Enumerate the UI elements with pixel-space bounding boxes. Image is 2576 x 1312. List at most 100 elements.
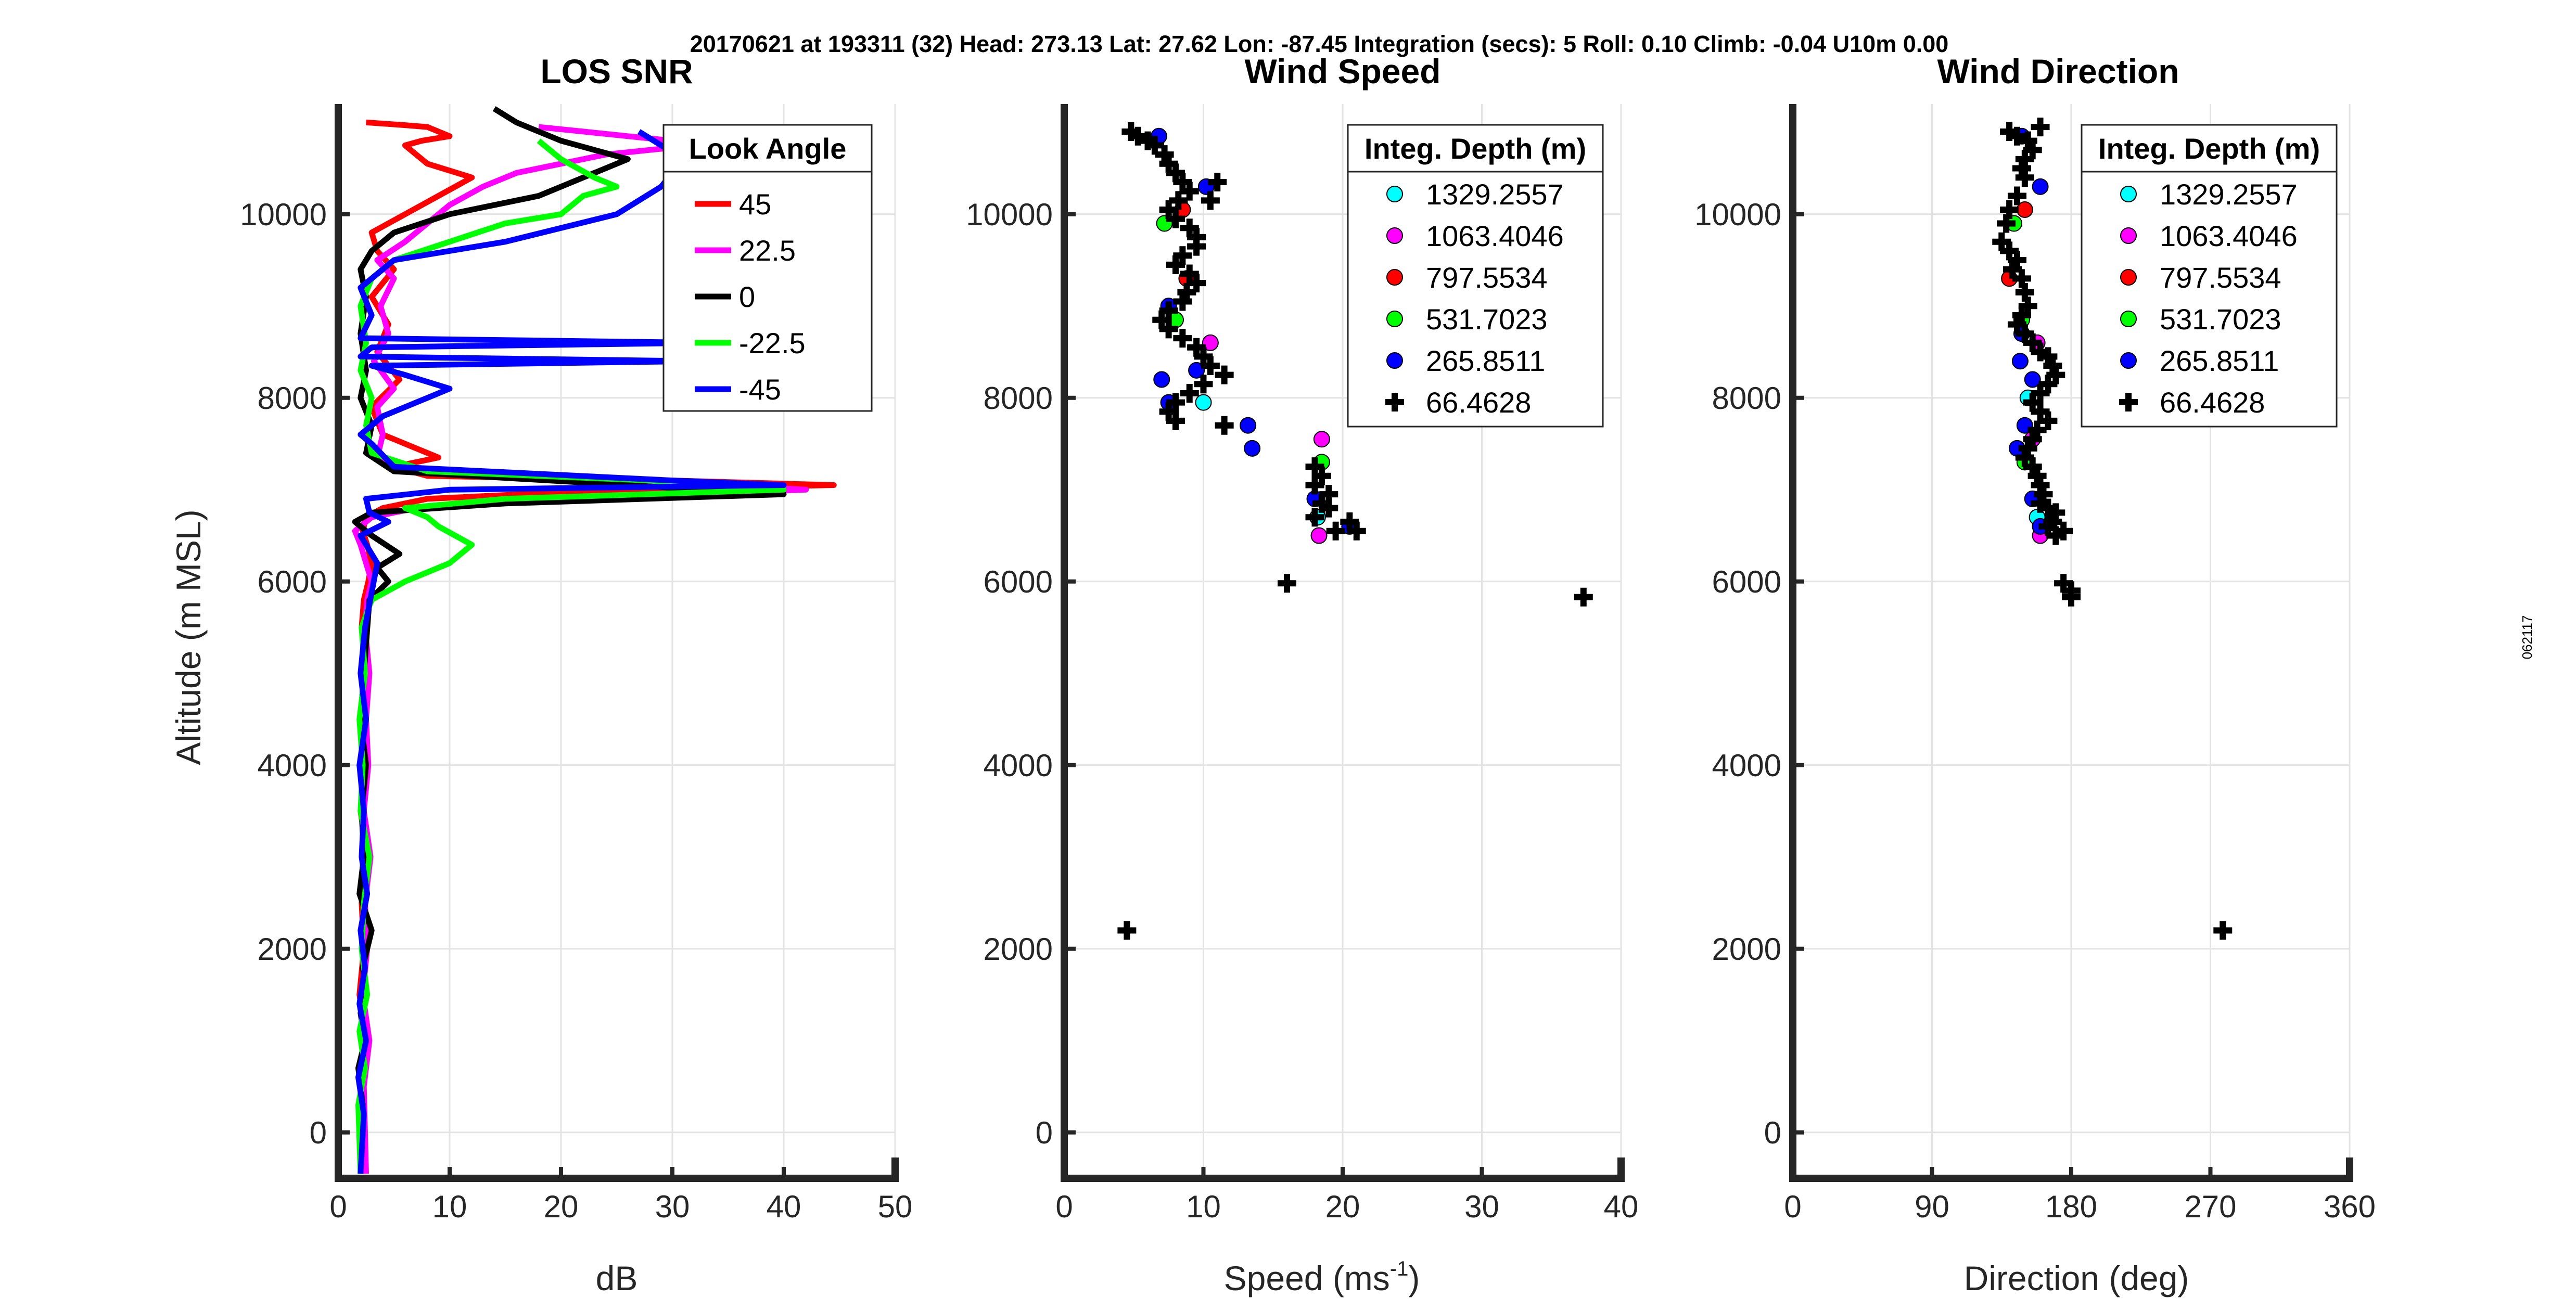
snr-xlabel: dB	[596, 1259, 638, 1297]
snr-xtick-label: 20	[544, 1189, 579, 1224]
speed-point-plus	[1326, 521, 1345, 541]
direction-ytick-label: 6000	[1712, 564, 1781, 599]
direction-xtick-label: 90	[1915, 1189, 1949, 1224]
speed-legend-label: 265.8511	[1426, 344, 1545, 377]
speed-ytick-label: 4000	[984, 748, 1053, 783]
speed-point-plus	[1128, 126, 1147, 146]
direction-point-plus	[2007, 126, 2026, 146]
direction-point-circle	[2024, 371, 2041, 388]
speed-point-plus	[1187, 237, 1206, 256]
speed-legend-label: 531.7023	[1426, 303, 1548, 336]
speed-xlabel-sup: -1	[1390, 1257, 1409, 1280]
speed-point-plus	[1166, 209, 1185, 228]
speed-point-plus	[1159, 319, 1178, 339]
speed-xtick-label: 20	[1325, 1189, 1360, 1224]
direction-legend-swatch	[2120, 269, 2137, 286]
direction-legend: Integ. Depth (m) 1329.2557 1063.4046 797.5…	[2081, 124, 2338, 428]
speed-point-circle	[1310, 527, 1328, 544]
snr-series	[352, 106, 837, 1174]
snr-ytick-label: 8000	[258, 381, 327, 416]
speed-legend: Integ. Depth (m) 1329.2557 1063.4046 797.5…	[1347, 124, 1604, 428]
speed-point-plus	[1208, 173, 1227, 192]
speed-point-plus	[1173, 292, 1192, 311]
speed-point-circle	[1313, 431, 1330, 448]
direction-legend-label: 66.4628	[2160, 386, 2265, 419]
speed-legend-entries: 1329.2557 1063.4046 797.5534 531.7023 265.85…	[1385, 178, 1564, 419]
speed-legend-swatch	[1386, 352, 1403, 369]
snr-axis-frame	[335, 104, 899, 1182]
direction-xlabel: Direction (deg)	[1964, 1259, 2189, 1297]
speed-point-plus	[1215, 365, 1234, 384]
direction-xtick-label: 180	[2045, 1189, 2097, 1224]
speed-ytick-label: 0	[1036, 1115, 1053, 1150]
speed-point-plus	[1201, 191, 1220, 210]
direction-legend-label: 531.7023	[2160, 303, 2281, 336]
speed-legend-swatch	[1386, 269, 1403, 286]
speed-series	[1117, 122, 1593, 940]
direction-legend-swatch	[2120, 311, 2137, 327]
speed-point-plus	[1305, 475, 1324, 495]
snr-legend-label: -22.5	[739, 327, 806, 359]
figure-side-label: 062117	[2519, 615, 2535, 660]
direction-xtick-label: 0	[1784, 1189, 1801, 1224]
speed-xlabel-close: )	[1408, 1259, 1420, 1297]
speed-xlabel: Speed (ms-1)	[1224, 1257, 1420, 1297]
speed-legend-swatch	[1386, 227, 1403, 244]
direction-ytick-label: 2000	[1712, 932, 1781, 967]
direction-axis-frame	[1789, 104, 2353, 1182]
speed-point-plus	[1278, 574, 1296, 593]
direction-axes: 0 90 180 270 360 0 2000 4000 6000 8000 10000	[1694, 104, 2376, 1224]
speed-axis-frame	[1061, 104, 1625, 1182]
snr-xtick-label: 10	[432, 1189, 467, 1224]
snr-ytick-label: 6000	[258, 564, 327, 599]
speed-point-plus	[1194, 375, 1213, 394]
speed-legend-label: 1063.4046	[1426, 220, 1564, 252]
direction-legend-title: Integ. Depth (m)	[2098, 132, 2320, 165]
direction-xtick-label: 270	[2184, 1189, 2236, 1224]
snr-title: LOS SNR	[540, 52, 693, 91]
direction-point-plus	[2213, 921, 2233, 940]
speed-legend-swatch	[1386, 186, 1403, 202]
direction-point-circle	[2011, 353, 2029, 370]
snr-legend-label: 22.5	[739, 234, 796, 267]
direction-legend-label: 265.8511	[2160, 344, 2279, 377]
speed-ytick-label: 8000	[984, 381, 1053, 416]
direction-legend-label: 1063.4046	[2160, 220, 2298, 252]
speed-point-circle	[1202, 334, 1219, 351]
direction-xtick-label: 360	[2324, 1189, 2376, 1224]
figure-header: 20170621 at 193311 (32) Head: 273.13 Lat…	[690, 31, 1949, 57]
snr-xtick-label: 30	[655, 1189, 690, 1224]
speed-legend-title: Integ. Depth (m)	[1364, 132, 1586, 165]
speed-point-plus	[1166, 411, 1185, 430]
direction-point-plus	[2031, 118, 2050, 137]
snr-legend-entries: 45 22.5 0 -22.5 -45	[695, 188, 806, 406]
direction-legend-swatch	[2119, 393, 2138, 411]
snr-series-line--45	[355, 129, 787, 1174]
speed-point-plus	[1145, 136, 1164, 155]
snr-legend-title: Look Angle	[689, 132, 847, 165]
speed-point-plus	[1305, 508, 1324, 527]
direction-legend-label: 797.5534	[2160, 261, 2281, 294]
speed-legend-swatch	[1385, 393, 1404, 411]
snr-xtick-label: 0	[329, 1189, 347, 1224]
snr-ytick-label: 0	[310, 1115, 327, 1150]
direction-point-plus	[2015, 168, 2034, 187]
direction-point-plus	[2062, 587, 2081, 607]
direction-point-plus	[1997, 214, 2016, 233]
direction-point-plus	[2007, 186, 2026, 205]
snr-ylabel: Altitude (m MSL)	[169, 509, 208, 765]
snr-xtick-label: 50	[878, 1189, 913, 1224]
direction-ytick-label: 0	[1764, 1115, 1781, 1150]
panel-wind-speed: 0 10 20 30 40 0 2000 4000 6000 8000 10000 Wind Spe…	[966, 52, 1638, 1297]
direction-legend-label: 1329.2557	[2160, 178, 2298, 211]
speed-xtick-label: 40	[1604, 1189, 1639, 1224]
snr-legend-box	[662, 124, 873, 412]
direction-legend-swatch	[2120, 227, 2137, 244]
direction-ytick-label: 4000	[1712, 748, 1781, 783]
panel-los-snr: 0 10 20 30 40 50 0 2000 4000 6000 8000 10000 LOS SN…	[169, 52, 912, 1297]
speed-point-plus	[1574, 587, 1593, 607]
speed-legend-label: 66.4628	[1426, 386, 1531, 419]
speed-xtick-label: 0	[1055, 1189, 1073, 1224]
speed-point-circle	[1188, 362, 1205, 379]
